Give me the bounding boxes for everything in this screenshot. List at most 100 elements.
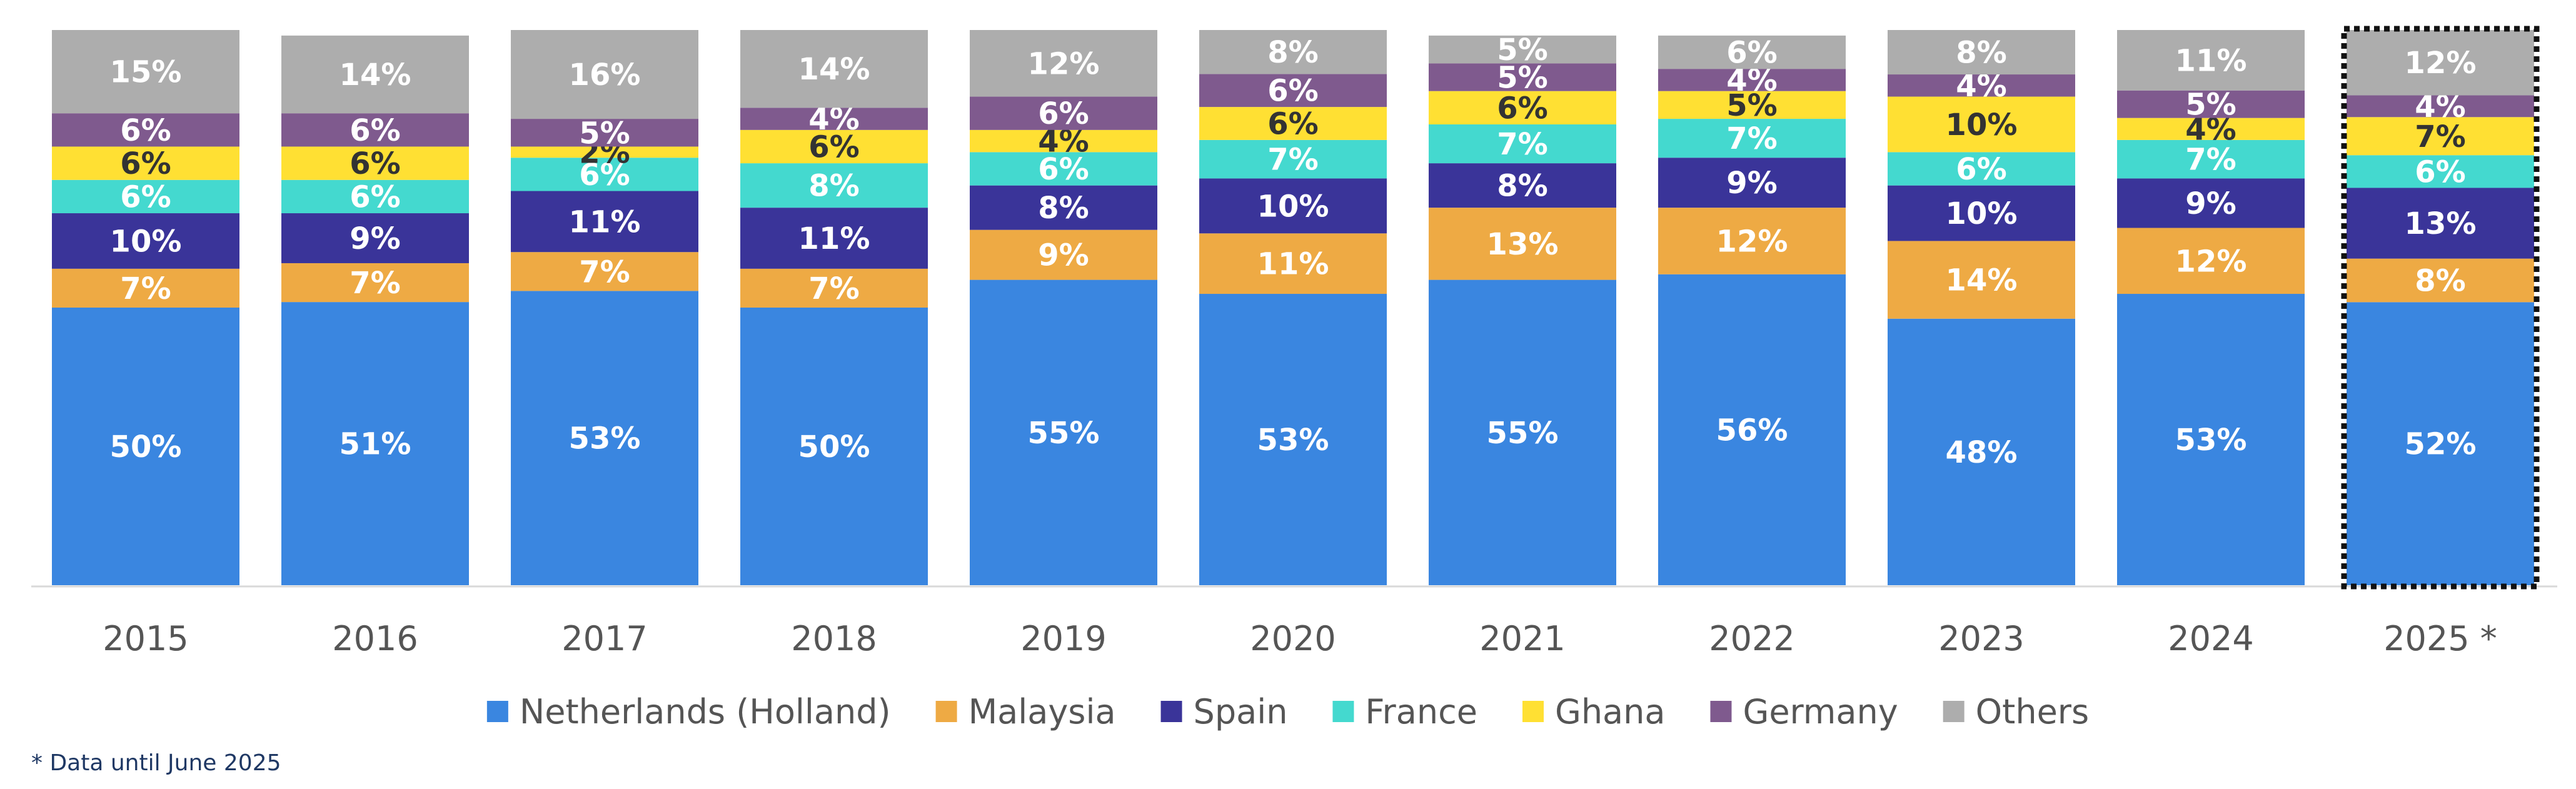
bar-segment-2024-france <box>2117 139 2305 179</box>
data-label-2018-netherlands-holland: 50% <box>798 430 870 465</box>
data-label-2017-france: 6% <box>579 158 630 193</box>
data-label-2023-netherlands-holland: 48% <box>1946 435 2018 470</box>
bar-segment-2023-germany <box>1888 74 2075 97</box>
data-label-2021-malaysia: 13% <box>1487 227 1559 262</box>
legend-item-ghana: Ghana <box>1522 692 1665 731</box>
data-label-2019-malaysia: 9% <box>1038 238 1089 273</box>
bar-segment-2016-netherlands-holland <box>281 302 469 585</box>
bar-segment-2025-france <box>2347 155 2534 188</box>
data-label-2016-others: 14% <box>340 58 411 93</box>
data-label-2018-others: 14% <box>798 52 870 87</box>
bar-segment-2017-ghana <box>511 146 698 158</box>
bar-segment-2019-germany <box>970 96 1157 130</box>
legend-swatch-ghana <box>1522 701 1544 722</box>
data-label-2024-spain: 9% <box>2185 186 2236 221</box>
x-tick-2022: 2022 <box>1709 619 1794 658</box>
bar-segment-2024-ghana <box>2117 118 2305 140</box>
bar-segment-2023-france <box>1888 152 2075 186</box>
x-tick-2020: 2020 <box>1250 619 1336 658</box>
legend-label-germany: Germany <box>1743 692 1898 731</box>
data-label-2019-netherlands-holland: 55% <box>1028 416 1100 451</box>
bar-segment-2023-ghana <box>1888 96 2075 153</box>
bar-segment-2015-malaysia <box>52 268 239 308</box>
bar-segment-2018-ghana <box>740 129 928 164</box>
x-tick-2025: 2025 * <box>2383 619 2497 658</box>
data-label-2024-france: 7% <box>2185 143 2236 178</box>
x-tick-2018: 2018 <box>791 619 877 658</box>
x-tick-2015: 2015 <box>103 619 188 658</box>
legend-item-france: France <box>1332 692 1477 731</box>
bar-segment-2023-spain <box>1888 185 2075 241</box>
data-label-2015-ghana: 6% <box>120 146 171 181</box>
bar-segment-2017-france <box>511 158 698 191</box>
bar-segment-2016-spain <box>281 213 469 263</box>
bar-segment-2017-germany <box>511 119 698 147</box>
data-label-2022-ghana: 5% <box>1726 88 1778 123</box>
x-tick-2024: 2024 <box>2168 619 2253 658</box>
bar-segment-2018-netherlands-holland <box>740 308 928 585</box>
data-label-2023-spain: 10% <box>1946 196 2018 231</box>
legend-swatch-france <box>1332 701 1354 722</box>
bar-segment-2024-germany <box>2117 90 2305 118</box>
legend-label-spain: Spain <box>1194 692 1288 731</box>
bar-segment-2018-malaysia <box>740 268 928 308</box>
data-label-2020-others: 8% <box>1267 35 1319 70</box>
bar-stack-2023: 48% 14% 10% 6% 10% 4%8% <box>1888 30 2075 585</box>
bar-segment-2024-netherlands-holland <box>2117 294 2305 585</box>
legend-label-ghana: Ghana <box>1555 692 1665 731</box>
bar-segment-2020-germany <box>1199 74 1387 108</box>
x-tick-2023: 2023 <box>1938 619 2024 658</box>
bar-segment-2015-others <box>52 30 239 114</box>
data-label-2022-france: 7% <box>1726 121 1778 156</box>
data-label-2019-others: 12% <box>1028 46 1100 81</box>
bar-segment-2020-malaysia <box>1199 233 1387 294</box>
data-label-2024-germany: 5% <box>2185 88 2236 123</box>
bar-segment-2019-france <box>970 152 1157 186</box>
bar-segment-2025-ghana <box>2347 117 2534 156</box>
bar-segment-2020-spain <box>1199 178 1387 234</box>
bar-stack-2018: 50% 7% 11% 8% 6%4% 14% <box>740 30 928 585</box>
bar-segment-2024-others <box>2117 30 2305 91</box>
data-label-2025-others: 12% <box>2405 46 2477 81</box>
data-label-2016-netherlands-holland: 51% <box>340 427 411 462</box>
data-label-2018-ghana: 6% <box>808 129 860 164</box>
data-label-2021-others: 5% <box>1497 33 1548 68</box>
x-tick-2017: 2017 <box>561 619 647 658</box>
bar-segment-2021-germany <box>1429 63 1616 91</box>
legend-label-netherlands-holland: Netherlands (Holland) <box>520 692 891 731</box>
data-label-2019-spain: 8% <box>1038 191 1089 226</box>
data-label-2016-ghana: 6% <box>350 146 401 181</box>
data-label-2024-others: 11% <box>2175 43 2247 78</box>
highlight-dashed-outline <box>2341 26 2540 590</box>
legend-item-spain: Spain <box>1160 692 1288 731</box>
bar-segment-2017-malaysia <box>511 252 698 291</box>
data-label-2025-ghana: 7% <box>2415 119 2466 154</box>
data-label-2019-germany: 6% <box>1038 96 1089 131</box>
bar-segment-2018-germany <box>740 108 928 130</box>
x-tick-2019: 2019 <box>1020 619 1106 658</box>
legend-swatch-germany <box>1710 701 1732 722</box>
legend-item-netherlands-holland: Netherlands (Holland) <box>486 692 891 731</box>
bar-segment-2023-others <box>1888 30 2075 75</box>
bar-segment-2016-france <box>281 179 469 214</box>
legend-swatch-spain <box>1160 701 1182 722</box>
data-label-2015-netherlands-holland: 50% <box>110 430 182 465</box>
data-label-2016-malaysia: 7% <box>350 266 401 301</box>
bar-segment-2025-spain <box>2347 188 2534 259</box>
data-label-2017-netherlands-holland: 53% <box>569 421 641 456</box>
x-tick-2016: 2016 <box>332 619 418 658</box>
data-label-2021-germany: 5% <box>1497 60 1548 95</box>
bar-segment-2025-malaysia <box>2347 258 2534 303</box>
data-label-2016-france: 6% <box>350 179 401 214</box>
legend: Netherlands (Holland) Malaysia Spain France… <box>486 692 2089 731</box>
bar-segment-2019-others <box>970 30 1157 97</box>
data-label-2024-netherlands-holland: 53% <box>2175 423 2247 458</box>
bar-segment-2024-spain <box>2117 178 2305 228</box>
bar-segment-2018-others <box>740 30 928 108</box>
data-label-2018-malaysia: 7% <box>808 271 860 306</box>
bar-segment-2019-ghana <box>970 129 1157 153</box>
data-label-2020-france: 7% <box>1267 143 1319 178</box>
data-label-2023-others: 8% <box>1956 36 2007 71</box>
data-label-2021-spain: 8% <box>1497 169 1548 204</box>
